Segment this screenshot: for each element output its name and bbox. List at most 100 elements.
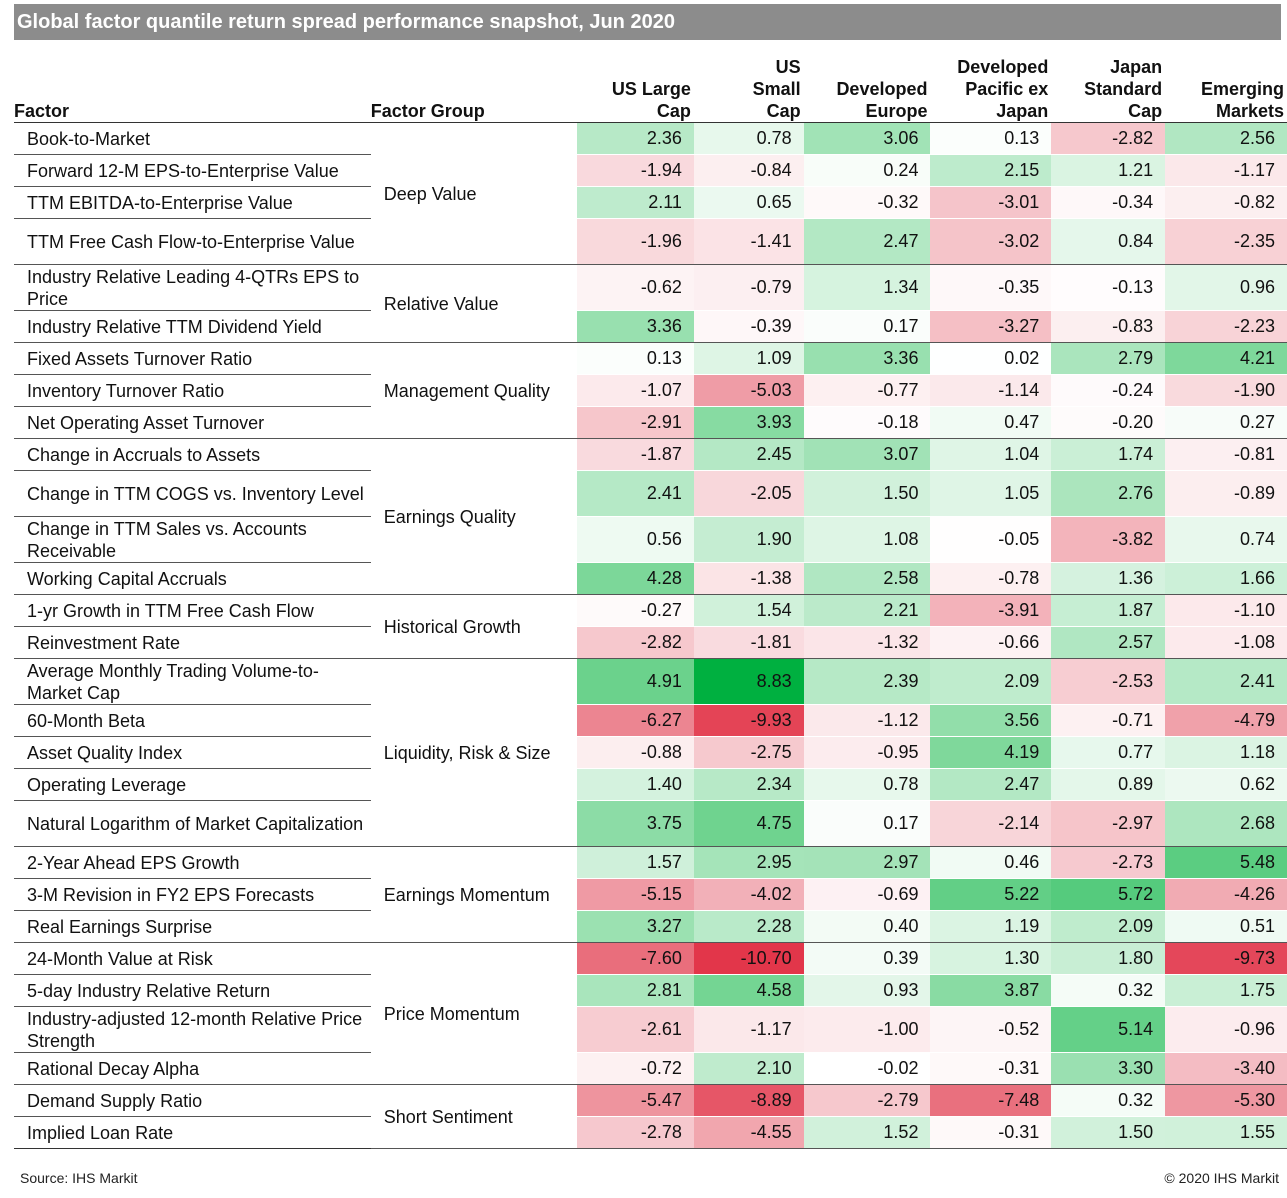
column-header: US Small Cap bbox=[693, 56, 804, 123]
value-cell: -0.78 bbox=[930, 562, 1052, 595]
value-cell: -0.88 bbox=[577, 736, 694, 769]
value-cell: 0.39 bbox=[803, 942, 931, 975]
value-cell: 2.09 bbox=[930, 658, 1052, 705]
value-cell: -1.12 bbox=[803, 704, 931, 737]
table-row: Average Monthly Trading Volume-to-Market… bbox=[14, 658, 1287, 847]
table-row: Real Earnings Surprise 3.27 2.28 0.40 1.19 2.… bbox=[14, 910, 1287, 943]
value-cell: -1.17 bbox=[1165, 154, 1287, 187]
value-cell: 4.21 bbox=[1165, 342, 1287, 375]
value-cell: 8.83 bbox=[693, 658, 804, 705]
table-row: Inventory Turnover Ratio -1.07 -5.03 -0.77-… bbox=[14, 374, 1287, 407]
value-cell: -3.27 bbox=[930, 310, 1052, 343]
value-cell: 3.06 bbox=[803, 122, 931, 155]
value-cell: 0.89 bbox=[1051, 768, 1166, 801]
factor-name: Industry-adjusted 12-month Relative Pric… bbox=[14, 1006, 371, 1053]
value-cell: -2.53 bbox=[1051, 658, 1166, 705]
factor-name: Change in TTM Sales vs. Accounts Receiva… bbox=[14, 516, 371, 563]
factor-name: Net Operating Asset Turnover bbox=[14, 406, 371, 439]
value-cell: 1.74 bbox=[1051, 438, 1166, 471]
factor-name: Book-to-Market bbox=[14, 122, 371, 155]
value-cell: -1.10 bbox=[1165, 594, 1287, 627]
value-cell: -7.60 bbox=[577, 942, 694, 975]
table-row: 2-Year Ahead EPS Growth Earnings Momentum… bbox=[14, 846, 1287, 943]
factor-group: Earnings Momentum bbox=[370, 846, 578, 943]
table-row: TTM EBITDA-to-Enterprise Value 2.11 0.65 -0… bbox=[14, 186, 1287, 219]
value-cell: -7.48 bbox=[930, 1084, 1052, 1117]
value-cell: -2.97 bbox=[1051, 800, 1166, 847]
factor-name: Working Capital Accruals bbox=[14, 562, 371, 595]
value-cell: 0.84 bbox=[1051, 218, 1166, 265]
value-cell: -9.73 bbox=[1165, 942, 1287, 975]
value-cell: -1.14 bbox=[930, 374, 1052, 407]
value-cell: -2.73 bbox=[1051, 846, 1166, 879]
value-cell: -3.40 bbox=[1165, 1052, 1287, 1085]
value-cell: -0.39 bbox=[693, 310, 804, 343]
value-cell: -0.84 bbox=[693, 154, 804, 187]
table-row: Change in Accruals to Assets Earnings Qua… bbox=[14, 438, 1287, 595]
value-cell: 1.34 bbox=[803, 264, 931, 311]
factor-group: Earnings Quality bbox=[370, 438, 578, 595]
column-header-line: Developed bbox=[957, 57, 1049, 77]
value-cell: -0.32 bbox=[803, 186, 931, 219]
value-cell: 2.81 bbox=[577, 974, 694, 1007]
value-cell: 3.93 bbox=[693, 406, 804, 439]
value-cell: -2.35 bbox=[1165, 218, 1287, 265]
value-cell: 0.96 bbox=[1165, 264, 1287, 311]
value-cell: 1.50 bbox=[803, 470, 931, 517]
value-cell: -2.82 bbox=[577, 626, 694, 659]
value-cell: 1.75 bbox=[1165, 974, 1287, 1007]
value-cell: 2.10 bbox=[693, 1052, 804, 1085]
value-cell: -2.78 bbox=[577, 1116, 694, 1149]
value-cell: 0.74 bbox=[1165, 516, 1287, 563]
factor-name: Industry Relative TTM Dividend Yield bbox=[14, 310, 371, 343]
factor-group: Price Momentum bbox=[370, 942, 578, 1085]
value-cell: 0.17 bbox=[803, 800, 931, 847]
value-cell: 1.40 bbox=[577, 768, 694, 801]
value-cell: -8.89 bbox=[693, 1084, 804, 1117]
value-cell: -0.66 bbox=[930, 626, 1052, 659]
value-cell: 0.27 bbox=[1165, 406, 1287, 439]
value-cell: 4.75 bbox=[693, 800, 804, 847]
value-cell: 1.87 bbox=[1051, 594, 1166, 627]
value-cell: -3.82 bbox=[1051, 516, 1166, 563]
value-cell: 0.77 bbox=[1051, 736, 1166, 769]
value-cell: 2.28 bbox=[693, 910, 804, 943]
table-row: Industry-adjusted 12-month Relative Pric… bbox=[14, 1006, 1287, 1053]
factor-group: Short Sentiment bbox=[370, 1084, 578, 1149]
value-cell: 3.07 bbox=[803, 438, 931, 471]
value-cell: -1.32 bbox=[803, 626, 931, 659]
value-cell: 2.57 bbox=[1051, 626, 1166, 659]
value-cell: 1.90 bbox=[693, 516, 804, 563]
value-cell: -0.35 bbox=[930, 264, 1052, 311]
value-cell: -3.01 bbox=[930, 186, 1052, 219]
value-cell: -0.52 bbox=[930, 1006, 1052, 1053]
column-header: US Large Cap bbox=[577, 56, 694, 123]
value-cell: 0.17 bbox=[803, 310, 931, 343]
value-cell: 0.78 bbox=[693, 122, 804, 155]
value-cell: 0.13 bbox=[930, 122, 1052, 155]
value-cell: 0.40 bbox=[803, 910, 931, 943]
value-cell: 1.04 bbox=[930, 438, 1052, 471]
factor-name: TTM EBITDA-to-Enterprise Value bbox=[14, 186, 371, 219]
value-cell: -2.05 bbox=[693, 470, 804, 517]
value-cell: -4.79 bbox=[1165, 704, 1287, 737]
value-cell: -5.15 bbox=[577, 878, 694, 911]
value-cell: 4.91 bbox=[577, 658, 694, 705]
factor-name: 3-M Revision in FY2 EPS Forecasts bbox=[14, 878, 371, 911]
column-header-line: Small bbox=[752, 79, 801, 99]
table-row: Fixed Assets Turnover Ratio Management Qu… bbox=[14, 342, 1287, 439]
value-cell: 1.36 bbox=[1051, 562, 1166, 595]
value-cell: -1.08 bbox=[1165, 626, 1287, 659]
value-cell: 2.41 bbox=[1165, 658, 1287, 705]
factor-name: Forward 12-M EPS-to-Enterprise Value bbox=[14, 154, 371, 187]
value-cell: 0.93 bbox=[803, 974, 931, 1007]
table-row: Industry Relative Leading 4-QTRs EPS to … bbox=[14, 264, 1287, 343]
column-header-line: Europe bbox=[865, 101, 928, 121]
value-cell: -2.79 bbox=[803, 1084, 931, 1117]
value-cell: 2.15 bbox=[930, 154, 1052, 187]
factor-group: Deep Value bbox=[370, 122, 578, 265]
factor-name: Demand Supply Ratio bbox=[14, 1084, 371, 1117]
value-cell: 4.28 bbox=[577, 562, 694, 595]
value-cell: 3.36 bbox=[577, 310, 694, 343]
value-cell: 0.56 bbox=[577, 516, 694, 563]
